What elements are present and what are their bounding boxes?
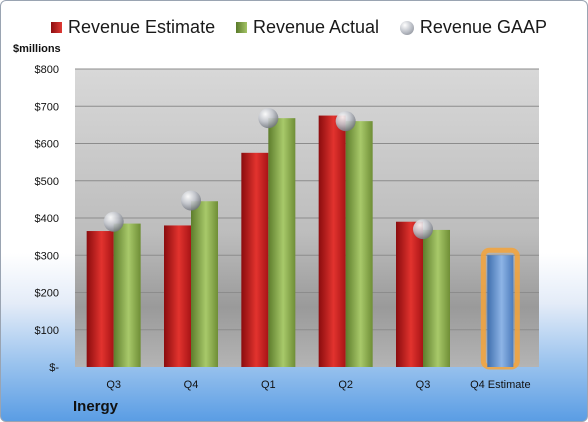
bar-estimate xyxy=(318,115,346,367)
y-tick-label: $- xyxy=(49,362,59,374)
bar-estimate xyxy=(241,152,269,367)
x-tick-label: Q2 xyxy=(338,379,353,391)
bar-actual xyxy=(268,118,296,367)
x-tick-label: Q4 xyxy=(184,379,199,391)
legend-swatch-actual xyxy=(235,22,247,33)
legend-item-actual: Revenue Actual xyxy=(235,17,380,38)
y-tick-label: $400 xyxy=(35,213,59,225)
legend-label-estimate: Revenue Estimate xyxy=(68,17,216,37)
gaap-marker xyxy=(335,111,356,132)
bar-estimate xyxy=(164,225,191,367)
bars xyxy=(86,115,520,370)
y-tick-label: $500 xyxy=(35,176,59,188)
x-tick-label: Q3 xyxy=(106,379,121,391)
gaap-markers xyxy=(103,108,433,240)
gaap-marker xyxy=(413,219,433,240)
y-tick-label: $800 xyxy=(35,64,59,76)
y-tick-label: $300 xyxy=(35,250,59,262)
company-name: Inergy xyxy=(73,398,119,415)
bar-actual xyxy=(423,229,450,367)
grid-lines xyxy=(75,68,539,331)
y-tick-label: $100 xyxy=(35,325,59,337)
gaap-marker xyxy=(258,108,279,129)
legend-marker-gaap xyxy=(399,20,414,35)
bar-estimate xyxy=(86,231,114,367)
legend-item-gaap: Revenue GAAP xyxy=(399,17,547,38)
legend-swatch-estimate xyxy=(51,22,62,33)
bar-future-estimate xyxy=(487,255,514,367)
y-axis-unit-label: $millions xyxy=(13,43,61,55)
y-axis-ticks: $- $100 $200 $300 $400 $500 $600 $700 $800 xyxy=(35,64,60,374)
bar-estimate xyxy=(396,221,423,367)
chart-legend: Revenue Estimate Revenue Actual Revenue … xyxy=(51,17,547,38)
legend-label-actual: Revenue Actual xyxy=(252,17,380,37)
bar-actual xyxy=(113,223,141,367)
gaap-marker xyxy=(181,190,201,211)
y-tick-label: $600 xyxy=(35,139,59,151)
x-tick-label: Q3 xyxy=(416,379,431,391)
x-axis-ticks: Q3 Q4 Q1 Q2 Q3 Q4 Estimate xyxy=(106,379,530,391)
legend-label-gaap: Revenue GAAP xyxy=(419,17,547,37)
legend-item-estimate: Revenue Estimate xyxy=(51,17,215,38)
x-tick-label: Q1 xyxy=(261,379,276,391)
gaap-marker xyxy=(103,211,124,232)
bar-actual xyxy=(345,121,373,368)
y-tick-label: $700 xyxy=(35,101,59,113)
bar-actual xyxy=(191,201,218,367)
y-tick-label: $200 xyxy=(35,288,59,300)
x-tick-label: Q4 Estimate xyxy=(470,379,531,391)
